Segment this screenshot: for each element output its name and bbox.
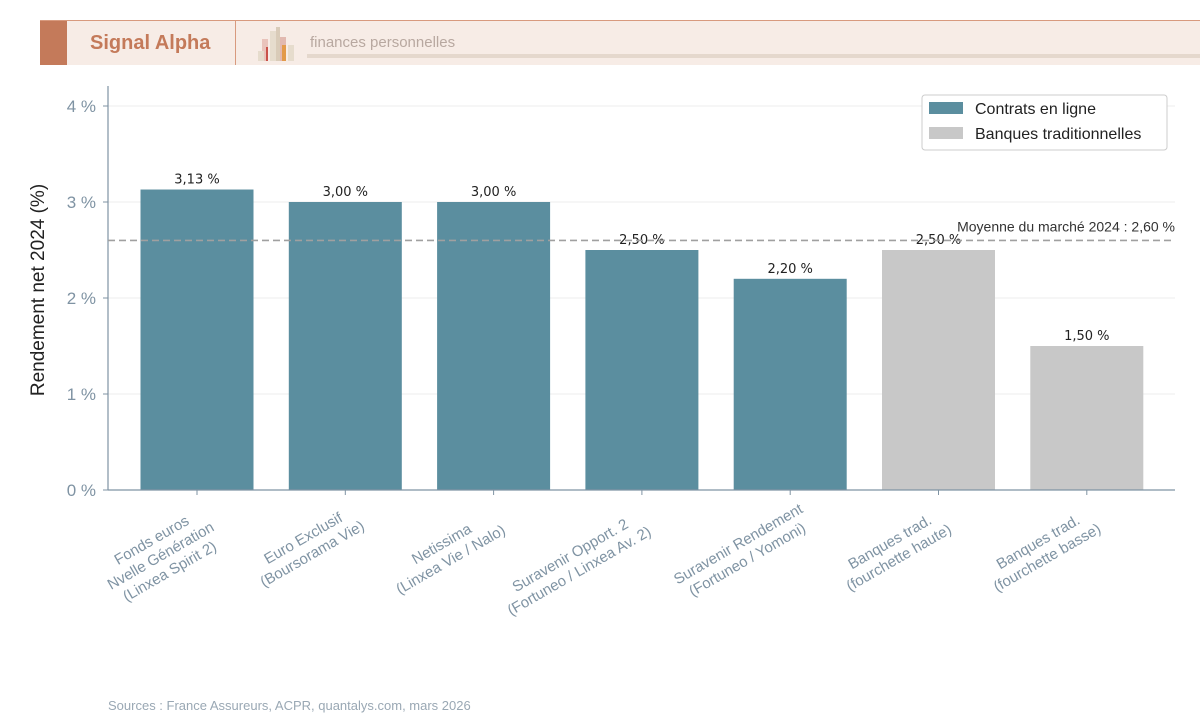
bar [140,189,254,490]
y-tick-label: 3 % [67,193,96,212]
legend-swatch-banks [929,127,963,139]
header-divider [235,21,236,65]
legend: Contrats en ligne Banques traditionnelle… [921,94,1168,151]
header-banner: Signal Alpha finances personnelles [40,20,1200,65]
y-tick-label: 4 % [67,97,96,116]
x-tick-label: Suravenir Opport. 2(Fortuneo / Linxea Av… [505,516,655,620]
y-axis-label: Rendement net 2024 (%) [28,184,49,396]
bar [882,250,995,490]
header-underline [307,54,1200,58]
legend-label-online: Contrats en ligne [975,101,1096,118]
bar [288,202,402,490]
x-tick-label: Euro Exclusif(Boursorama Vie) [257,509,367,591]
legend-swatch-online [929,102,963,114]
source-note: Sources : France Assureurs, ACPR, quanta… [108,698,471,713]
x-tick-label: Banques trad.(fourchette haute) [843,512,954,595]
data-label: 3,13 % [174,173,219,188]
y-tick-label: 1 % [67,385,96,404]
legend-label-banks: Banques traditionnelles [975,126,1141,143]
brand-square [40,21,67,65]
y-tick-label: 2 % [67,289,96,308]
bar [1030,346,1144,490]
data-label: 1,50 % [1064,329,1109,344]
data-label: 2,20 % [767,262,812,277]
bar [733,278,847,490]
bar [585,250,699,490]
x-tick-label: Banques trad.(fourchette basse) [991,512,1104,596]
data-label: 3,00 % [471,185,516,200]
y-tick-label: 0 % [67,481,96,500]
data-label: 3,00 % [323,185,368,200]
x-tick-label: Suravenir Rendement(Fortuneo / Yomoni) [671,500,809,600]
x-tick-label: Netissima(Linxea Vie / Nalo) [393,520,508,598]
bar [437,202,551,490]
bar-chart-logo-icon [258,27,294,61]
header-subtitle: finances personnelles [310,34,456,51]
market-average-label: Moyenne du marché 2024 : 2,60 % [957,218,1175,234]
brand-name: Signal Alpha [90,32,211,54]
